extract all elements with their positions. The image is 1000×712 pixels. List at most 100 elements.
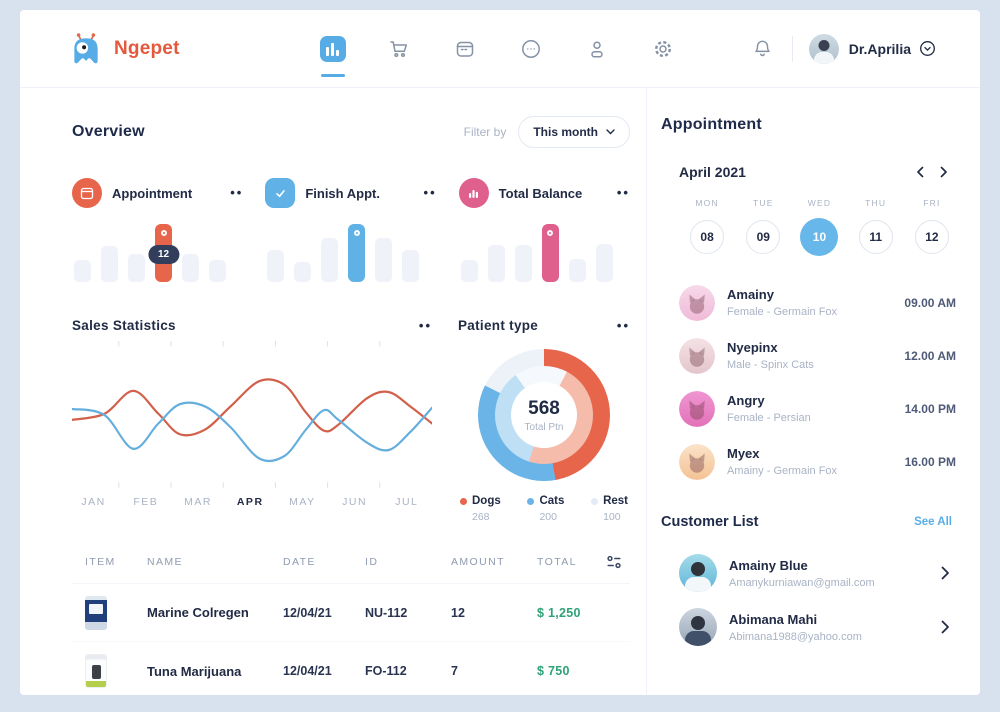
header: Ngepet <box>20 10 980 88</box>
page-title: Overview <box>72 123 145 140</box>
stat-card-title: Finish Appt. <box>305 185 380 201</box>
table-row[interactable]: Marine Colregen 12/04/21 NU-112 12 $ 1,2… <box>72 584 630 642</box>
total-balance-stat-icon <box>458 178 489 208</box>
date-cell[interactable]: 10 <box>800 218 839 256</box>
stat-card-finish-appt: Finish Appt. •• <box>265 178 436 282</box>
legend-dogs: Dogs 268 <box>460 495 501 523</box>
customer-name: Abimana Mahi <box>729 611 818 627</box>
nav-messages[interactable] <box>518 36 544 62</box>
card-menu-button[interactable]: •• <box>616 185 630 200</box>
bar-marker-dot <box>160 230 167 236</box>
app-logo[interactable]: Ngepet <box>68 32 180 65</box>
appointment-time: 16.00 PM <box>904 454 956 469</box>
calendar-next-icon[interactable] <box>940 166 948 178</box>
notifications-button[interactable] <box>750 36 776 62</box>
pet-name: Myex <box>727 446 760 461</box>
customer-item[interactable]: Abimana Mahi Abimana1988@yahoo.com <box>679 600 960 654</box>
day-label: FRI <box>923 198 941 208</box>
nav-shop[interactable] <box>386 36 412 62</box>
user-menu-chevron-icon[interactable] <box>919 40 936 57</box>
col-total: TOTAL <box>537 556 577 568</box>
stat-card-title: Total Balance <box>498 185 583 201</box>
pet-avatar <box>679 284 715 321</box>
table-filter-icon[interactable] <box>606 555 622 569</box>
card-menu-button[interactable]: •• <box>423 185 437 200</box>
appointment-sidebar: Appointment April 2021 MON TUE WED THU F… <box>646 88 980 695</box>
customer-item[interactable]: Amainy Blue Amanykurniawan@gmail.com <box>679 546 960 600</box>
nav-dashboard[interactable] <box>319 35 346 62</box>
appointment-item[interactable]: Angry Female - Persian 14.00 PM <box>679 382 960 435</box>
mini-bar <box>568 258 586 282</box>
pet-name: Angry <box>727 393 765 408</box>
date-cell[interactable]: 08 <box>690 220 725 254</box>
stat-card-appointment: Appointment •• 12 <box>72 178 243 282</box>
sales-menu-button[interactable]: •• <box>418 317 432 333</box>
calendar-month: April 2021 <box>679 164 746 180</box>
month-tick-label: MAR <box>184 496 212 508</box>
filter-dropdown[interactable]: This month <box>518 116 630 148</box>
table-row[interactable]: Tuna Marijuana 12/04/21 FO-112 7 $ 750 <box>72 642 630 695</box>
pet-detail: Amainy - Germain Fox <box>727 465 838 477</box>
rest-dot <box>591 497 599 505</box>
nav-settings[interactable] <box>650 36 676 62</box>
overview-header: Overview Filter by This month <box>72 116 630 148</box>
mini-bar <box>487 245 505 282</box>
patient-type-title: Patient type <box>458 318 539 333</box>
total-patients-label: Total Ptn <box>524 421 564 433</box>
calendar-day-labels: MON TUE WED THU FRI <box>679 198 960 208</box>
rest-value: 100 <box>603 511 621 523</box>
sales-red-line <box>70 378 434 437</box>
legend-rest: Rest 100 <box>591 495 628 523</box>
date-cell[interactable]: 09 <box>746 220 781 254</box>
nav-schedule[interactable] <box>452 36 478 62</box>
col-date: DATE <box>283 556 316 568</box>
appointment-item[interactable]: Amainy Female - Germain Fox 09.00 AM <box>679 276 960 329</box>
month-tick-label: JUL <box>395 496 419 508</box>
dogs-label: Dogs <box>472 495 501 507</box>
see-all-link[interactable]: See All <box>914 516 952 528</box>
mini-bar <box>348 224 366 282</box>
mini-bar <box>101 246 118 282</box>
appointment-item[interactable]: Myex Amainy - Germain Fox 16.00 PM <box>679 435 960 488</box>
user-avatar[interactable] <box>808 33 839 64</box>
mini-bar <box>267 250 285 282</box>
calendar-prev-icon[interactable] <box>916 166 924 178</box>
table-header-row: ITEM NAME DATE ID AMOUNT TOTAL <box>72 555 630 584</box>
product-name: Marine Colregen <box>147 605 249 620</box>
col-name: NAME <box>147 556 183 568</box>
card-menu-button[interactable]: •• <box>230 185 244 200</box>
pet-detail: Female - Germain Fox <box>727 306 838 318</box>
patient-type-menu-button[interactable]: •• <box>616 317 630 333</box>
customer-email: Amanykurniawan@gmail.com <box>729 576 875 589</box>
orders-table: ITEM NAME DATE ID AMOUNT TOTAL Marine Co… <box>72 555 630 695</box>
pet-name: Amainy <box>727 287 774 302</box>
chevron-right-icon[interactable] <box>941 620 950 634</box>
month-tick-label: APR <box>236 496 264 508</box>
patient-type-panel: Patient type •• 568 Total Ptn Dogs <box>458 318 630 523</box>
order-id: NU-112 <box>365 605 408 620</box>
stat-card-title: Appointment <box>112 185 193 201</box>
date-cell[interactable]: 11 <box>858 220 893 254</box>
filter-value: This month <box>533 125 598 139</box>
date-cell[interactable]: 12 <box>914 220 949 254</box>
chat-icon <box>521 39 540 58</box>
cats-label: Cats <box>539 495 565 507</box>
cart-icon <box>389 40 407 57</box>
nav-patients[interactable] <box>584 36 610 62</box>
mini-bar <box>375 237 393 282</box>
legend-cats: Cats 200 <box>527 495 564 523</box>
month-tick-label: FEB <box>133 496 159 508</box>
customer-email: Abimana1988@yahoo.com <box>729 630 862 643</box>
product-name: Tuna Marijuana <box>147 663 242 679</box>
sales-statistics-title: Sales Statistics <box>72 318 176 333</box>
day-label: THU <box>865 198 887 208</box>
appointment-item[interactable]: Nyepinx Male - Spinx Cats 12.00 AM <box>679 329 960 382</box>
order-amount: 7 <box>451 664 458 678</box>
chevron-right-icon[interactable] <box>941 566 950 580</box>
app-name: Ngepet <box>114 37 180 59</box>
gear-icon <box>654 40 671 57</box>
appointment-list: Amainy Female - Germain Fox 09.00 AM Nye… <box>679 276 960 488</box>
appointment-mini-chart: 12 <box>72 224 243 282</box>
mini-bar <box>460 259 478 282</box>
finish-appt-stat-icon <box>265 178 296 208</box>
